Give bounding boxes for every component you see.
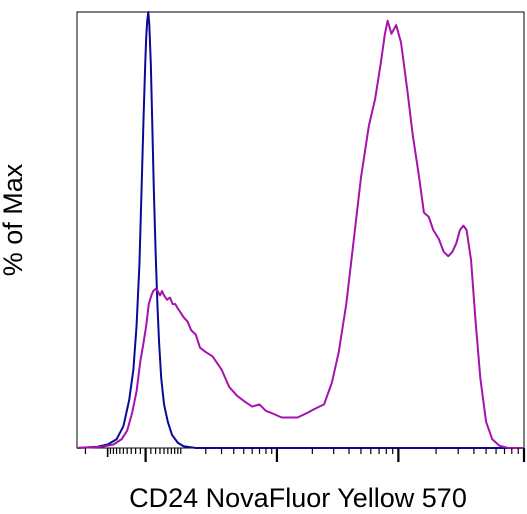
- axes-layer: [84, 448, 526, 462]
- x-axis-label: CD24 NovaFluor Yellow 570: [129, 483, 467, 513]
- series-layer: [76, 11, 524, 449]
- y-axis-label: % of Max: [0, 163, 28, 276]
- histogram-series-1: [76, 11, 524, 449]
- histogram-series-2: [76, 19, 524, 449]
